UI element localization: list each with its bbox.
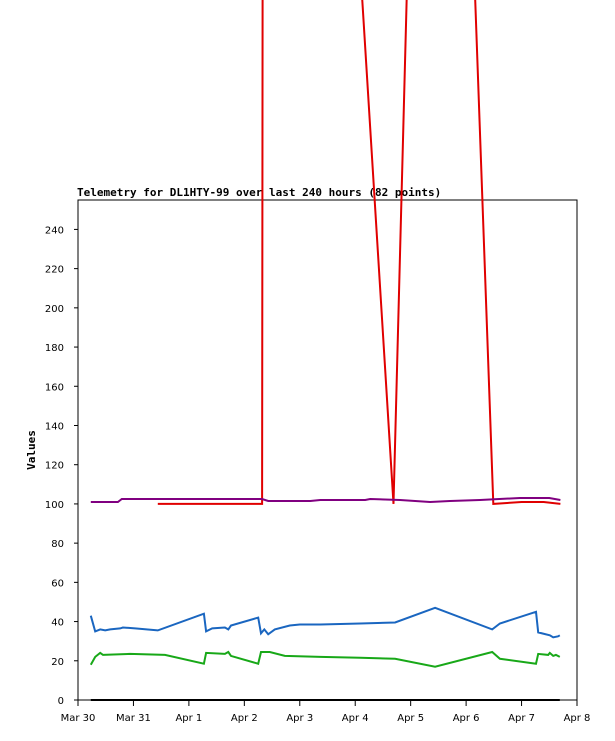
y-tick-label: 200 (45, 304, 64, 315)
y-tick-label: 40 (51, 618, 64, 629)
y-tick-label: 180 (45, 343, 64, 354)
x-tick-label: Apr 3 (286, 713, 313, 724)
x-tick-label: Apr 4 (342, 713, 369, 724)
y-tick-label: 220 (45, 265, 64, 276)
x-tick-label: Apr 5 (397, 713, 424, 724)
x-tick-label: Apr 2 (231, 713, 258, 724)
x-tick-label: Apr 1 (175, 713, 202, 724)
y-tick-label: 80 (51, 539, 64, 550)
x-tick-label: Mar 31 (116, 713, 151, 724)
series-line (90, 497, 561, 504)
series-line (89, 650, 561, 668)
y-tick-label: 160 (45, 382, 64, 393)
y-tick-label: 100 (45, 500, 64, 511)
x-tick-label: Apr 7 (508, 713, 535, 724)
y-tick-label: 0 (58, 696, 64, 707)
y-tick-label: 20 (51, 657, 64, 668)
x-tick-label: Apr 8 (564, 713, 591, 724)
y-tick-label: 60 (51, 578, 64, 589)
y-tick-label: 240 (45, 225, 64, 236)
y-tick-label: 120 (45, 461, 64, 472)
series-line (157, 0, 561, 505)
chart-title: Telemetry for DL1HTY-99 over last 240 ho… (77, 186, 441, 199)
series-line (89, 606, 561, 639)
x-tick-label: Mar 30 (61, 713, 96, 724)
x-tick-label: Apr 6 (453, 713, 480, 724)
y-axis-label: Values (25, 430, 38, 470)
y-tick-label: 140 (45, 421, 64, 432)
